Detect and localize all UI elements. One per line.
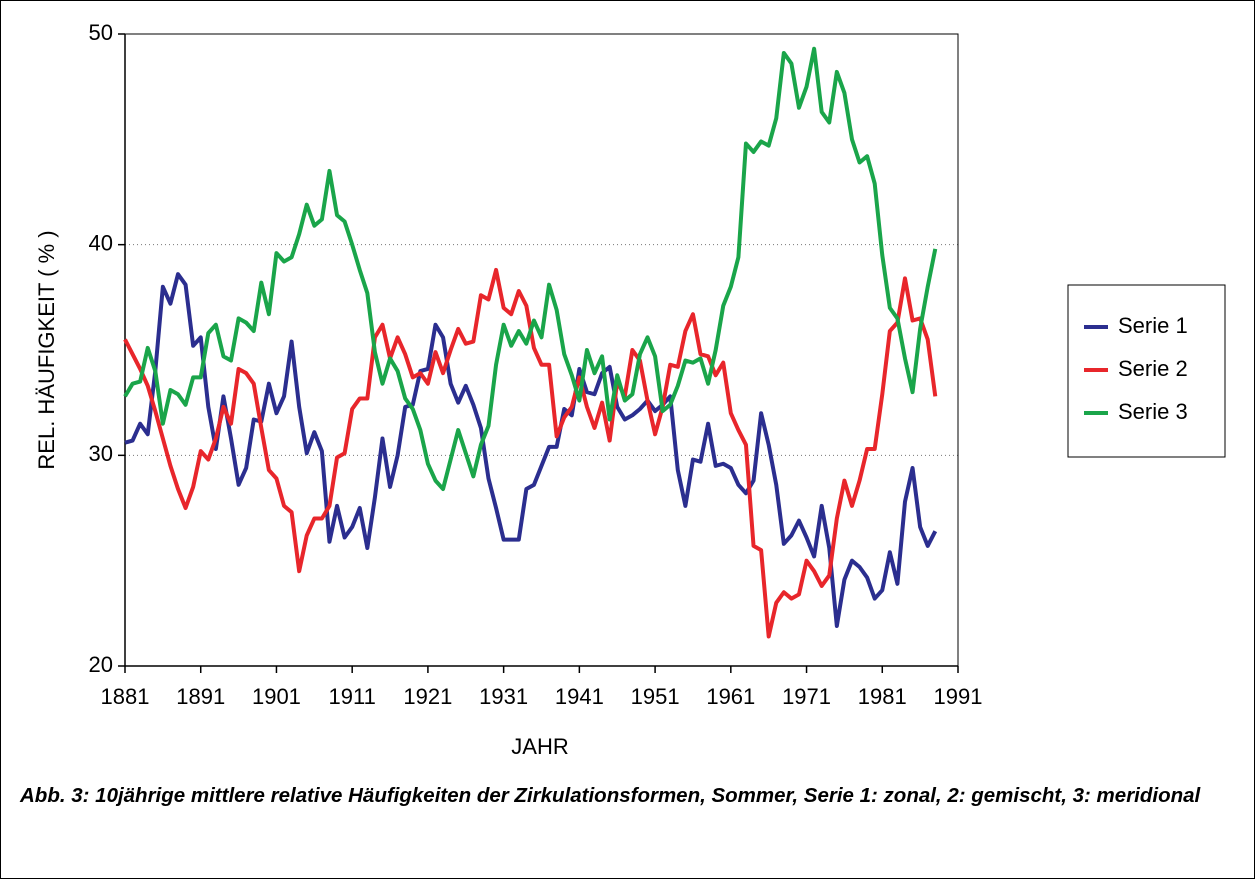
- x-axis-label: JAHR: [511, 734, 568, 759]
- y-tick-label: 20: [89, 652, 113, 677]
- legend-label: Serie 1: [1118, 313, 1188, 338]
- x-tick-label: 1951: [631, 684, 680, 709]
- caption: Abb. 3: 10jährige mittlere relative Häuf…: [20, 784, 1201, 807]
- y-tick-label: 40: [89, 230, 113, 255]
- x-tick-label: 1941: [555, 684, 604, 709]
- x-tick-label: 1891: [176, 684, 225, 709]
- x-tick-label: 1961: [706, 684, 755, 709]
- legend-label: Serie 3: [1118, 399, 1188, 424]
- y-axis-label: REL. HÄUFIGKEIT ( % ): [34, 230, 59, 469]
- x-tick-label: 1881: [101, 684, 150, 709]
- x-tick-label: 1971: [782, 684, 831, 709]
- x-tick-label: 1991: [934, 684, 983, 709]
- x-tick-label: 1981: [858, 684, 907, 709]
- x-tick-label: 1911: [329, 684, 376, 709]
- y-tick-label: 30: [89, 441, 113, 466]
- series-line: [123, 46, 938, 492]
- legend-label: Serie 2: [1118, 356, 1188, 381]
- y-tick-label: 50: [89, 20, 113, 45]
- x-tick-label: 1931: [479, 684, 528, 709]
- x-tick-label: 1921: [403, 684, 452, 709]
- x-tick-label: 1901: [252, 684, 301, 709]
